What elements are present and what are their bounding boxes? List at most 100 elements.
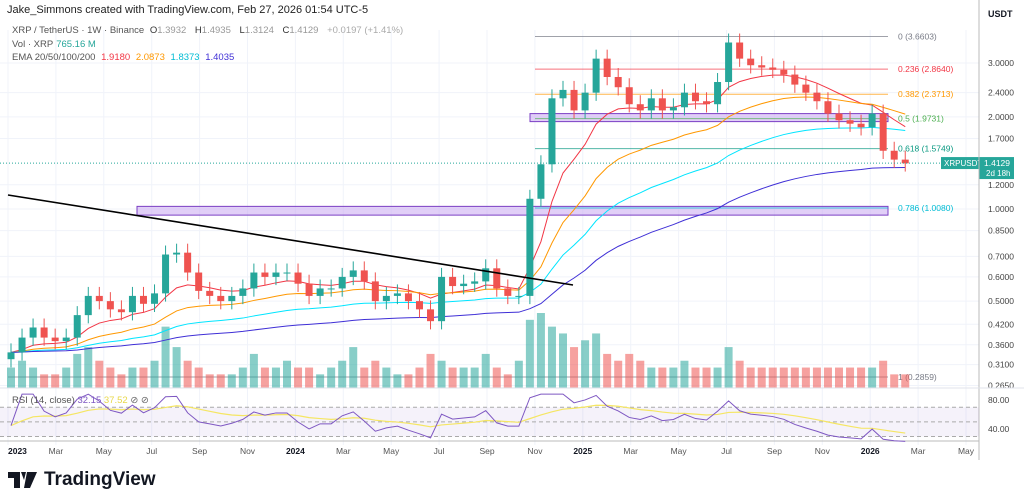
volume-bar	[525, 319, 534, 388]
volume-bar	[691, 367, 700, 388]
hide-icon[interactable]: ⊘	[140, 395, 149, 406]
price-tag-value: 1.4129	[984, 158, 1010, 168]
ema-label[interactable]: EMA 20/50/100/200	[12, 52, 96, 63]
candle-body	[791, 74, 799, 85]
volume-bar	[338, 360, 347, 388]
candle-body	[802, 84, 810, 93]
support-zone	[529, 113, 889, 123]
candle-body	[95, 295, 103, 302]
volume-bar	[724, 347, 733, 388]
candle-body	[106, 301, 114, 310]
time-tick-label: Nov	[240, 446, 256, 456]
rsi-legend: RSI (14, close) 32.15 37.52 ⊘ ⊘	[12, 395, 149, 406]
volume-label[interactable]: Vol · XRP	[12, 38, 54, 50]
open-label: O	[149, 25, 158, 36]
open-value: 1.3932	[157, 25, 187, 36]
ema-legend: EMA 20/50/100/200 1.9180 2.0873 1.8373 1…	[12, 51, 406, 65]
candle-body	[360, 270, 368, 282]
price-tick-label: 0.7000	[988, 251, 1014, 261]
high-label: H	[194, 25, 202, 36]
high-value: 1.4935	[201, 25, 231, 36]
volume-bar	[514, 360, 523, 388]
price-tick-label: 0.2650	[988, 380, 1014, 390]
time-tick-label: Sep	[479, 446, 494, 456]
candle-body	[559, 89, 567, 99]
time-tick-label: May	[958, 446, 975, 456]
currency-label: USDT	[988, 9, 1013, 19]
candle-body	[128, 295, 136, 313]
candle-body	[139, 295, 147, 304]
rsi-line	[10, 393, 906, 442]
volume-bar	[95, 360, 104, 388]
symbol-title[interactable]: XRP / TetherUS · 1W · Binance	[12, 25, 145, 36]
volume-bar	[470, 367, 479, 388]
volume-bar	[437, 360, 446, 388]
rsi-value: 32.15	[77, 395, 102, 406]
volume-bar	[746, 367, 755, 388]
candle-body	[51, 337, 59, 342]
volume-bar	[735, 360, 744, 388]
candle-body	[813, 92, 821, 102]
candle-body	[7, 352, 15, 360]
volume-bar	[592, 333, 601, 388]
candle-body	[438, 276, 446, 322]
candle-body	[901, 159, 909, 164]
volume-bar	[360, 367, 369, 388]
volume-bar	[603, 353, 612, 388]
candle-body	[835, 113, 843, 121]
price-tick-label: 1.7000	[988, 133, 1014, 143]
time-tick-label: Nov	[527, 446, 543, 456]
candle-body	[471, 281, 479, 284]
volume-bar	[658, 367, 667, 388]
tradingview-logo-icon	[8, 472, 37, 488]
fib-level-label: 0.5 (1.9731)	[898, 114, 944, 124]
volume-bar	[868, 367, 877, 388]
price-tick-label: 3.0000	[988, 58, 1014, 68]
chart-legend: XRP / TetherUS · 1W · Binance O1.3932 H1…	[12, 24, 406, 65]
rsi-ma-value: 37.52	[103, 395, 128, 406]
price-tick-label: 0.8500	[988, 226, 1014, 236]
volume-bar	[459, 367, 468, 388]
volume-bar	[901, 374, 910, 388]
fib-level-label: 0.786 (1.0080)	[898, 203, 953, 213]
candle-body	[162, 254, 170, 294]
candle-body	[769, 67, 777, 70]
volume-bar	[51, 374, 60, 388]
candle-body	[669, 107, 677, 111]
tradingview-logo: TradingView	[8, 469, 156, 491]
change-value: +0.0197 (+1.41%)	[327, 25, 404, 36]
rsi-tick-label: 80.00	[988, 395, 1010, 405]
candle-body	[703, 101, 711, 105]
volume-bar	[448, 367, 457, 388]
volume-bar	[547, 326, 556, 388]
volume-bar	[238, 367, 247, 388]
symbol-tag-label: XRPUSDT	[944, 159, 982, 168]
volume-bar	[117, 374, 126, 388]
candle-body	[780, 69, 788, 75]
volume-bar	[570, 347, 579, 388]
rsi-label[interactable]: RSI (14, close)	[12, 395, 75, 406]
volume-bar	[702, 367, 711, 388]
candle-body	[581, 92, 589, 111]
time-tick-label: Jul	[434, 446, 445, 456]
candle-body	[349, 270, 357, 277]
volume-bar	[73, 353, 82, 388]
candle-body	[625, 87, 633, 105]
volume-bar	[492, 367, 501, 388]
hide-icon[interactable]: ⊘	[130, 395, 139, 406]
volume-bar	[172, 347, 181, 388]
volume-bar	[349, 347, 358, 388]
price-tag	[979, 157, 1014, 180]
time-tick-label: May	[671, 446, 688, 456]
volume-bar	[614, 360, 623, 388]
candle-body	[747, 58, 755, 66]
volume-bar	[7, 367, 15, 388]
candle-body	[537, 164, 545, 199]
volume-bar	[790, 367, 799, 388]
candle-body	[327, 288, 335, 290]
volume-bar	[161, 326, 170, 388]
time-tick-label: Nov	[815, 446, 831, 456]
candle-body	[18, 337, 26, 353]
price-tick-label: 2.4000	[988, 88, 1014, 98]
